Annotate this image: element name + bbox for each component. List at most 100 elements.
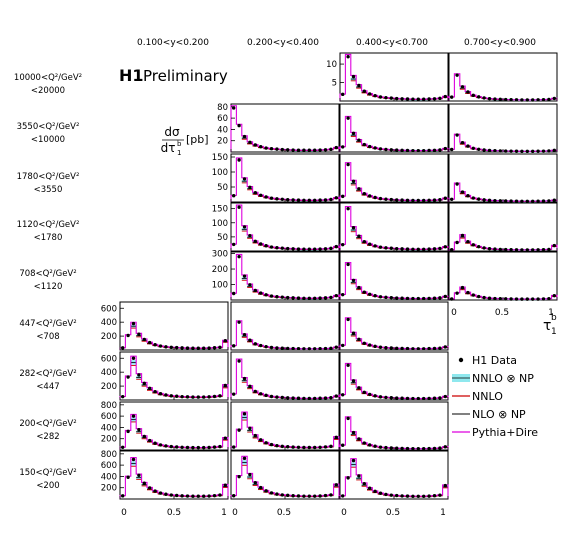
data-point [471, 146, 475, 150]
data-point [296, 148, 301, 152]
data-point [362, 142, 366, 147]
data-point [438, 493, 442, 497]
data-point [329, 395, 333, 400]
data-point [525, 199, 529, 203]
data-point [307, 247, 311, 251]
data-point [443, 483, 447, 488]
data-point [137, 473, 141, 477]
data-point [286, 197, 290, 202]
data-point [520, 297, 524, 301]
data-point [318, 148, 322, 152]
data-point [351, 379, 356, 383]
data-point [373, 394, 377, 398]
data-point [259, 291, 263, 295]
data-point [471, 243, 475, 247]
data-point [541, 149, 546, 153]
data-point [443, 94, 447, 99]
data-point [373, 244, 377, 248]
data-point [302, 445, 306, 450]
data-point [169, 394, 173, 398]
panel-frame [339, 103, 449, 153]
data-point [525, 149, 529, 154]
panel [339, 202, 449, 252]
data-point [323, 198, 328, 202]
data-point [142, 381, 146, 386]
data-point [253, 342, 257, 346]
data-point [432, 396, 437, 400]
data-point [280, 197, 284, 201]
data-point [248, 472, 252, 477]
data-point [280, 493, 284, 497]
data-point [237, 254, 241, 259]
data-point [148, 386, 152, 391]
data-point [368, 292, 372, 297]
panel [339, 351, 449, 401]
data-point [223, 383, 227, 388]
data-point [291, 445, 295, 449]
data-point [541, 199, 546, 203]
data-point [443, 245, 447, 249]
data-point [264, 489, 268, 493]
data-point [378, 245, 383, 249]
preliminary-label: Preliminary [143, 67, 228, 85]
data-point [395, 493, 399, 498]
row-label: <20000 [31, 86, 65, 96]
data-point [291, 346, 295, 351]
data-point [253, 433, 257, 438]
data-point [547, 297, 551, 301]
data-point [323, 346, 328, 351]
data-point [395, 296, 399, 300]
y-tick-label: 100 [212, 219, 228, 229]
column-header: 0.700<y<0.900 [464, 38, 536, 48]
data-point [422, 198, 426, 203]
data-point [185, 346, 190, 350]
row-label: <708 [36, 332, 59, 342]
data-point [329, 246, 333, 251]
data-point [460, 140, 465, 145]
data-point [357, 138, 361, 142]
data-point [158, 344, 163, 348]
data-point [362, 239, 366, 244]
y-tick-label: 400 [101, 318, 117, 328]
data-point [509, 98, 513, 102]
data-point [422, 347, 426, 351]
data-point [207, 395, 211, 399]
data-point [482, 295, 486, 300]
data-point [427, 198, 431, 203]
data-point [259, 343, 263, 348]
y-tick-label: 400 [101, 423, 117, 433]
data-point [427, 446, 431, 451]
data-point [509, 199, 513, 203]
data-point [346, 54, 350, 59]
data-point [460, 85, 465, 89]
data-point [373, 195, 377, 200]
legend-marker-data [458, 357, 464, 363]
data-point [307, 148, 311, 152]
data-point [296, 247, 301, 251]
data-point [275, 443, 279, 448]
data-point [552, 198, 556, 202]
data-point [302, 148, 306, 152]
data-point [552, 148, 556, 153]
data-point [269, 491, 274, 495]
data-point [302, 396, 306, 401]
data-point [427, 148, 431, 153]
data-point [357, 234, 361, 238]
data-point [286, 346, 290, 351]
data-point [450, 147, 454, 152]
data-point [180, 494, 184, 498]
data-point [137, 373, 141, 377]
panel [448, 251, 558, 301]
data-point [329, 493, 333, 497]
data-point [275, 246, 279, 250]
data-point [341, 145, 345, 149]
data-point [164, 345, 168, 349]
panel [339, 301, 449, 351]
data-point [248, 338, 252, 342]
data-point [341, 443, 345, 447]
data-point [395, 96, 399, 101]
data-point [275, 197, 279, 201]
data-point [264, 393, 268, 398]
row-label: <3550 [34, 185, 63, 195]
data-point [264, 244, 268, 248]
